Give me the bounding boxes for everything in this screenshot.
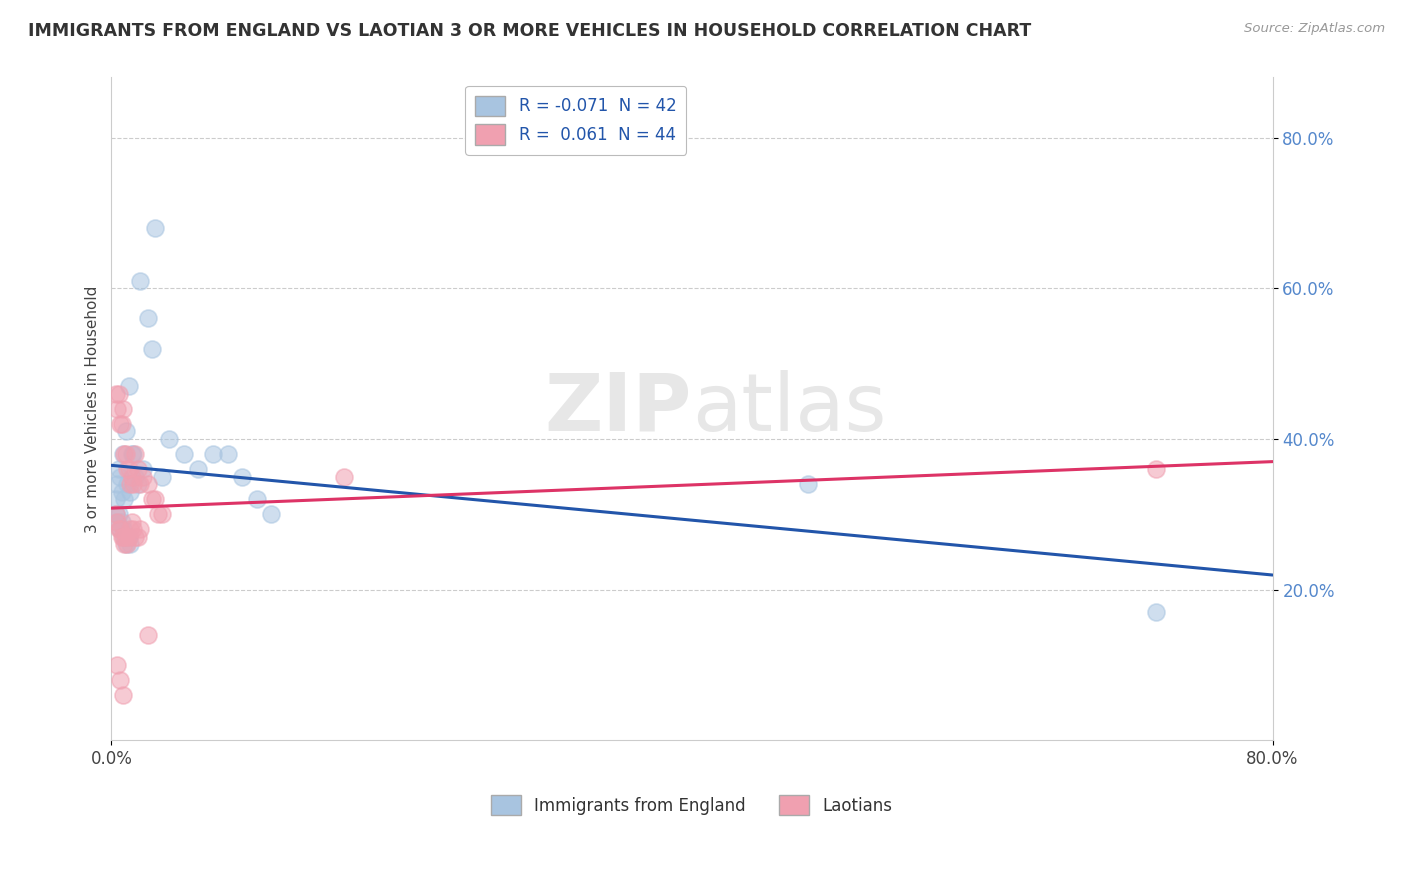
Point <box>143 492 166 507</box>
Point <box>111 401 134 416</box>
Point <box>150 508 173 522</box>
Point <box>118 530 141 544</box>
Point <box>120 522 142 536</box>
Point <box>107 508 129 522</box>
Point <box>107 462 129 476</box>
Point <box>797 477 820 491</box>
Point <box>1144 605 1167 619</box>
Point <box>114 492 136 507</box>
Point <box>115 537 138 551</box>
Point <box>105 401 128 416</box>
Point <box>136 628 159 642</box>
Point <box>136 477 159 491</box>
Point <box>117 537 139 551</box>
Point <box>159 432 181 446</box>
Point <box>129 522 152 536</box>
Point <box>120 484 142 499</box>
Point <box>110 515 132 529</box>
Point <box>187 462 209 476</box>
Point <box>122 447 145 461</box>
Point <box>118 379 141 393</box>
Point <box>120 477 142 491</box>
Text: ZIP: ZIP <box>544 370 692 448</box>
Point <box>104 508 127 522</box>
Point <box>104 508 127 522</box>
Point <box>1144 462 1167 476</box>
Text: IMMIGRANTS FROM ENGLAND VS LAOTIAN 3 OR MORE VEHICLES IN HOUSEHOLD CORRELATION C: IMMIGRANTS FROM ENGLAND VS LAOTIAN 3 OR … <box>28 22 1032 40</box>
Point <box>104 492 127 507</box>
Point <box>132 462 155 476</box>
Point <box>114 447 136 461</box>
Point <box>114 530 136 544</box>
Point <box>121 515 143 529</box>
Point <box>117 477 139 491</box>
Point <box>111 530 134 544</box>
Point <box>108 469 131 483</box>
Point <box>105 657 128 672</box>
Point <box>114 537 136 551</box>
Point <box>117 530 139 544</box>
Legend: Immigrants from England, Laotians: Immigrants from England, Laotians <box>485 789 900 822</box>
Point <box>104 386 127 401</box>
Point <box>107 386 129 401</box>
Point <box>245 492 267 507</box>
Point <box>110 484 132 499</box>
Point <box>124 530 146 544</box>
Point <box>118 530 141 544</box>
Point <box>141 342 163 356</box>
Point <box>332 469 354 483</box>
Point <box>108 522 131 536</box>
Point <box>150 469 173 483</box>
Point <box>124 469 146 483</box>
Point <box>231 469 253 483</box>
Text: Source: ZipAtlas.com: Source: ZipAtlas.com <box>1244 22 1385 36</box>
Text: atlas: atlas <box>692 370 886 448</box>
Point <box>132 469 155 483</box>
Point <box>111 522 134 536</box>
Point <box>146 508 169 522</box>
Point <box>217 447 239 461</box>
Point <box>111 447 134 461</box>
Point <box>260 508 283 522</box>
Point <box>117 462 139 476</box>
Point <box>127 477 149 491</box>
Point <box>127 530 149 544</box>
Point <box>115 530 138 544</box>
Point <box>141 492 163 507</box>
Point <box>127 462 149 476</box>
Point <box>129 274 152 288</box>
Point <box>108 673 131 687</box>
Point <box>107 522 129 536</box>
Point <box>129 477 152 491</box>
Point <box>105 477 128 491</box>
Point <box>173 447 195 461</box>
Point <box>120 537 142 551</box>
Point <box>115 425 138 439</box>
Point <box>202 447 225 461</box>
Point <box>136 311 159 326</box>
Point <box>121 447 143 461</box>
Point <box>122 477 145 491</box>
Point <box>105 515 128 529</box>
Point <box>121 469 143 483</box>
Point <box>110 417 132 431</box>
Point <box>124 447 146 461</box>
Point <box>110 530 132 544</box>
Point <box>108 522 131 536</box>
Point <box>105 515 128 529</box>
Point <box>111 688 134 702</box>
Y-axis label: 3 or more Vehicles in Household: 3 or more Vehicles in Household <box>86 285 100 533</box>
Point <box>108 417 131 431</box>
Point <box>115 447 138 461</box>
Point <box>118 462 141 476</box>
Point <box>143 221 166 235</box>
Point <box>122 522 145 536</box>
